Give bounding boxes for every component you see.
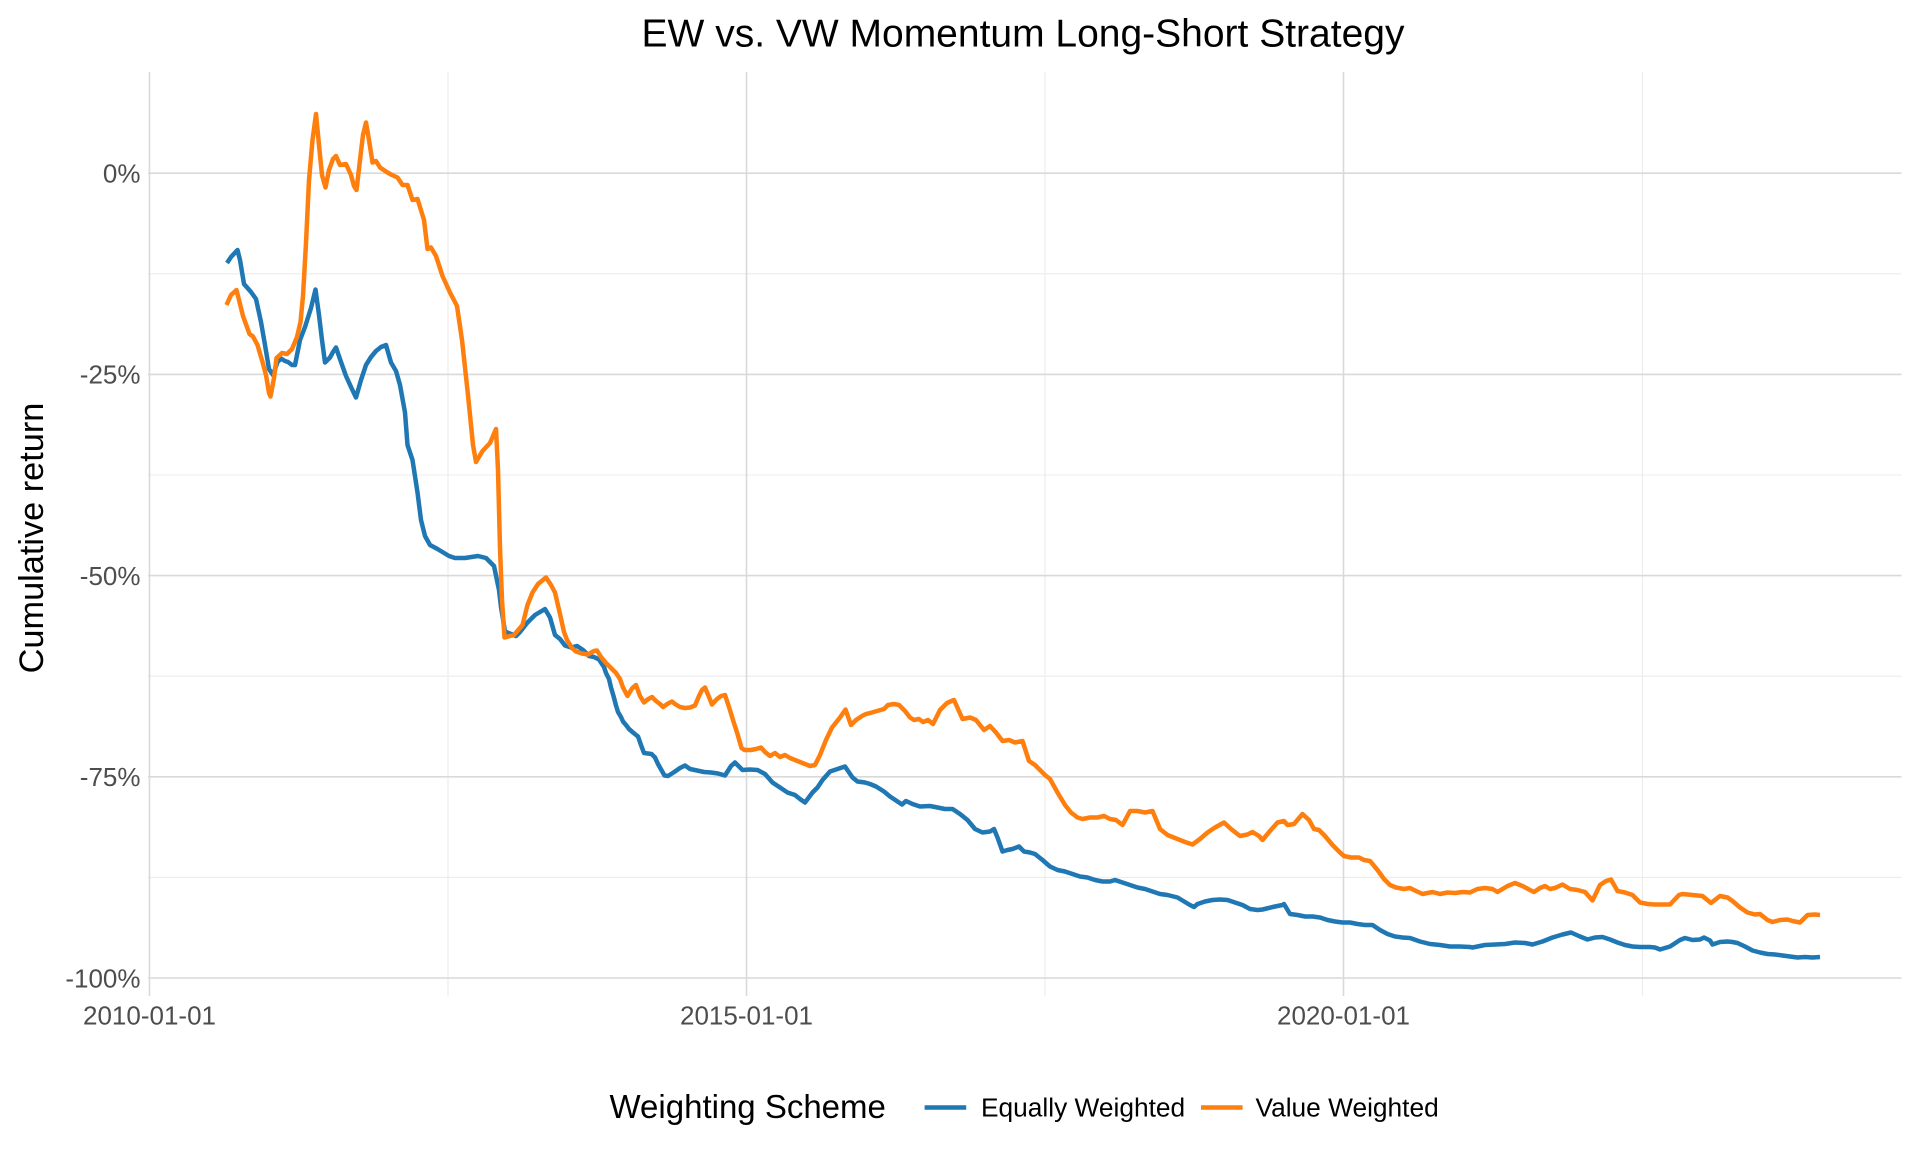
svg-text:Weighting Scheme: Weighting Scheme xyxy=(610,1088,886,1125)
svg-text:-25%: -25% xyxy=(80,360,141,390)
svg-text:Equally Weighted: Equally Weighted xyxy=(981,1092,1185,1122)
svg-text:0%: 0% xyxy=(103,159,141,189)
svg-text:-75%: -75% xyxy=(80,762,141,792)
svg-text:-50%: -50% xyxy=(80,561,141,591)
svg-text:2010-01-01: 2010-01-01 xyxy=(83,1000,216,1030)
svg-text:EW vs. VW Momentum Long-Short: EW vs. VW Momentum Long-Short Strategy xyxy=(642,12,1405,55)
svg-text:Cumulative return: Cumulative return xyxy=(13,403,51,674)
svg-text:Value Weighted: Value Weighted xyxy=(1256,1092,1439,1122)
svg-text:2015-01-01: 2015-01-01 xyxy=(680,1000,813,1030)
svg-text:2020-01-01: 2020-01-01 xyxy=(1277,1000,1410,1030)
svg-text:-100%: -100% xyxy=(65,963,140,993)
